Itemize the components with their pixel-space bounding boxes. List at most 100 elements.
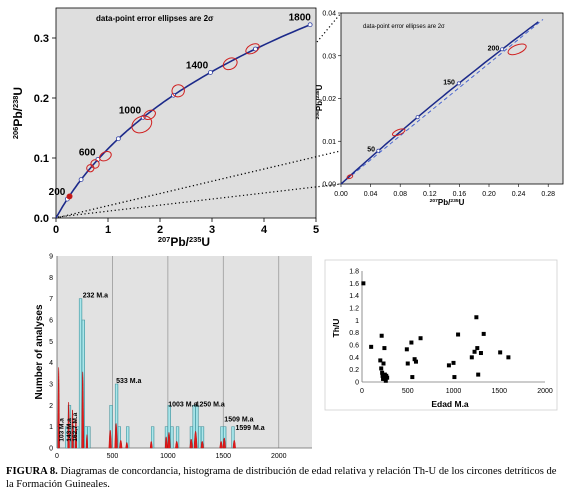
age-annotation: 103 M.a [59,418,66,442]
scatter-y-tick-label: 1.2 [349,306,359,313]
histogram-y-axis-label: Number of analyses [34,304,45,399]
scatter-y-tick-label: 1 [355,318,359,325]
x-tick-label: 1 [105,224,111,236]
histogram-plot-area [57,256,312,448]
histogram-y-tick-label: 2 [49,403,53,410]
inset-plot-area [340,12,564,185]
scatter-point [456,332,461,337]
scatter-point [476,372,481,377]
scatter-point [412,357,417,362]
scatter-x-tick-label: 0 [360,388,364,395]
probability-peak [164,436,168,449]
inset-concordia-marker [500,47,505,52]
inset-x-tick-label: 0.24 [512,191,526,198]
scatter-point [381,361,386,366]
x-axis-label: 207Pb/235U [158,235,210,249]
probability-peak [57,367,60,449]
scatter-point [469,355,474,360]
scatter-point [361,281,366,286]
histogram-bar [198,426,202,449]
scatter-point [409,340,414,345]
scatter-y-axis-label: Th/U [331,319,341,338]
age-annotation: 232 M.a [83,293,108,300]
scatter-point [385,375,390,380]
scatter-point [452,375,457,380]
x-tick-label: 4 [261,224,268,236]
inset-y-axis-label: 206Pb/238U [315,84,324,119]
concordia-age-label: 200 [49,187,66,198]
scatter-point [472,349,477,354]
scatter-point [410,375,415,380]
error-ellipse [86,164,95,173]
age-histogram: 0 500 1000 1500 2000 0 1 2 3 4 5 6 7 8 9 Number of anal… [34,254,312,460]
scatter-point [418,336,423,341]
error-ellipse [90,159,100,169]
probability-peak [74,418,77,449]
error-ellipse [99,150,112,162]
chart-title: data-point error ellipses are 2σ [96,14,214,23]
inset-x-axis-label: 207Pb/235U [430,198,465,207]
inset-concordia-age-label: 150 [443,80,455,87]
scatter-point [474,315,479,320]
inset-concordia-marker [415,115,420,120]
age-annotation: 162,7 M.a [72,412,79,441]
zoom-connector-lines [57,12,342,218]
error-ellipse [131,115,153,134]
x-tick-label: 0 [53,224,59,236]
error-ellipse [143,109,156,121]
scatter-point [506,355,511,360]
scatter-y-tick-label: 1.4 [349,293,359,300]
scatter-point [475,346,480,351]
probability-peak [85,434,89,449]
scatter-y-tick-label: 1.6 [349,281,359,288]
histogram-x-tick-label: 1500 [216,453,232,460]
inset-error-ellipse [391,128,406,137]
inset-y-tick-label: 0.03 [322,53,336,60]
inset-x-tick-label: 0.08 [393,191,407,198]
scatter-y-tick-label: 0 [355,380,359,387]
scatter-x-tick-label: 2000 [537,388,553,395]
y-tick-label: 0.0 [34,213,49,225]
inset-y-tick-label: 0.01 [322,139,336,146]
y-tick-label: 0.2 [34,93,49,105]
probability-peak [108,429,112,449]
concordia-marker [78,177,84,182]
scatter-point [379,366,384,371]
inset-y-tick-label: 0.00 [322,182,336,189]
inset-reference-line [340,19,544,185]
histogram-x-tick-label: 1000 [160,453,176,460]
inset-error-ellipse [507,43,527,56]
inset-concordia-marker [456,81,461,86]
scatter-point [498,350,503,355]
scatter-y-tick-label: 0.8 [349,330,359,337]
probability-peak [149,441,153,449]
concordia-marker [115,136,121,142]
scatter-frame [324,259,558,411]
error-ellipse [222,57,238,71]
histogram-y-tick-label: 8 [49,275,53,282]
scatter-point [405,361,410,366]
probability-peak [114,423,118,449]
histogram-bar [170,426,174,449]
scatter-point [404,347,409,352]
scatter-point [378,358,383,363]
probability-peak [167,432,171,449]
scatter-x-axis-label: Edad M.a [431,399,469,409]
inset-concordia-marker [376,148,381,153]
scatter-point [369,344,374,349]
histogram-bar [78,298,83,449]
inset-y-tick-label: 0.02 [322,96,336,103]
x-tick-label: 5 [313,224,319,236]
y-tick-label: 0.1 [34,153,49,165]
inset-x-tick-label: 0.04 [364,191,378,198]
inset-concordia-age-label: 200 [488,45,500,52]
caption-label: FIGURA 8. [6,466,58,477]
plot-area [55,7,317,219]
figure-caption: FIGURA 8. Diagramas de concordancia, his… [6,466,564,491]
inset-x-tick-label: 0.16 [453,191,467,198]
scatter-point [413,359,418,364]
probability-peak [125,442,129,449]
probability-peak [219,441,223,449]
inset-x-tick-label: 0.00 [334,191,348,198]
scatter-y-tick-label: 0.2 [349,367,359,374]
